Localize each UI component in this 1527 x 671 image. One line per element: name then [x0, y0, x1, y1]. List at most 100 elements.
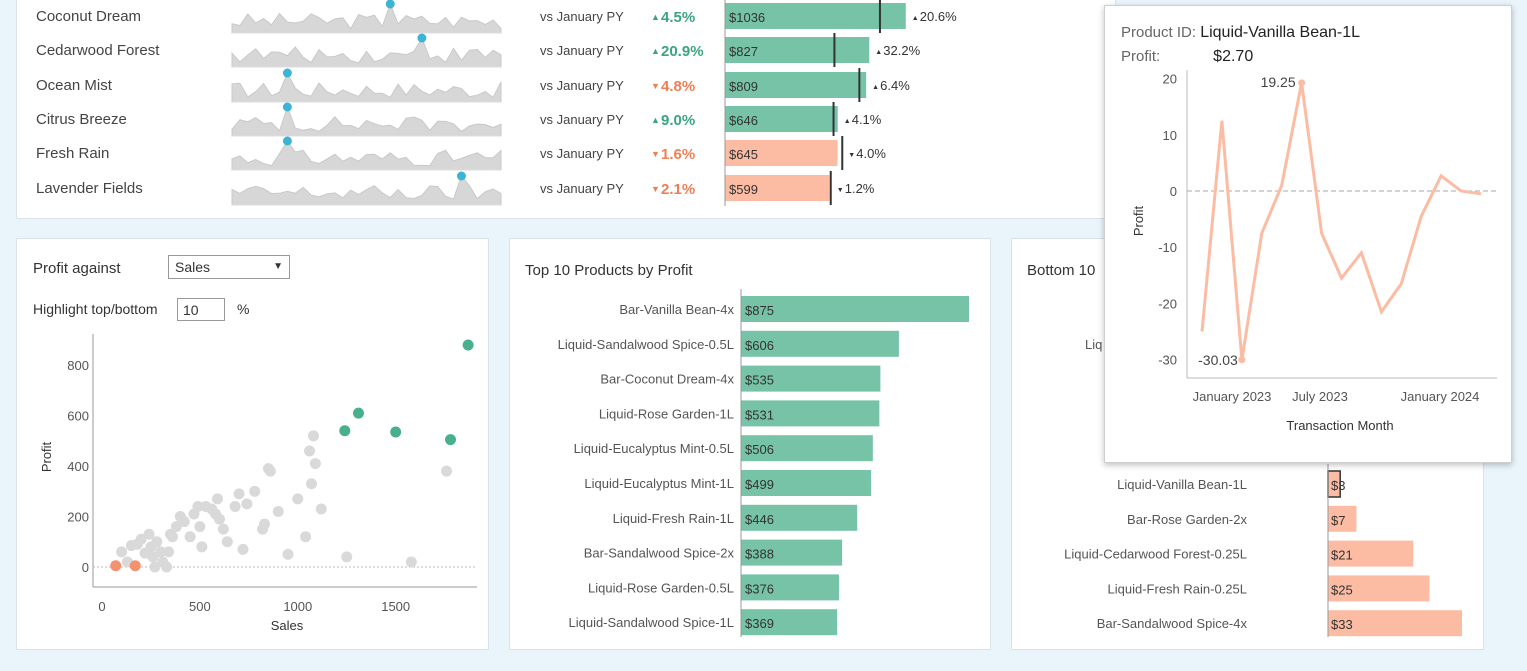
- bar: [741, 296, 969, 322]
- bar: [1328, 540, 1414, 567]
- category-label: Liquid-Cedarwood Forest-0.25L: [1064, 547, 1247, 562]
- product-name: Ocean Mist: [36, 77, 113, 94]
- bar-value-label: $33: [1331, 617, 1353, 632]
- category-label: Liquid-Sandalwood Spice-1L: [568, 615, 734, 630]
- tooltip-product-value: Liquid-Vanilla Bean-1L: [1200, 24, 1361, 41]
- y-tick-label: -30: [1158, 353, 1177, 368]
- y-tick-label: -10: [1158, 240, 1177, 255]
- bar-value-label: $21: [1331, 548, 1353, 563]
- category-label: Liquid-Rose Garden-0.5L: [588, 580, 734, 595]
- profit-scatter-panel: Profit against Sales ▼ Highlight top/bot…: [16, 238, 489, 650]
- bar: [741, 609, 838, 636]
- scatter-point: [221, 536, 233, 548]
- scatter-point: [166, 531, 178, 543]
- bar-value-label: $499: [745, 477, 774, 492]
- sparkline-marker: [282, 102, 292, 112]
- bar: [1328, 505, 1357, 532]
- sparkline-area: [231, 140, 502, 171]
- up-arrow-icon: ▲: [912, 15, 919, 22]
- scatter-point: [272, 506, 284, 517]
- measure-dropdown[interactable]: Sales ▼: [168, 255, 290, 279]
- highlight-unit: %: [237, 301, 250, 317]
- tooltip-profit-row: Profit: $2.70: [1121, 48, 1253, 66]
- category-label: Liquid-Vanilla Bean-1L: [1117, 477, 1247, 492]
- scatter-point: [155, 546, 167, 558]
- scatter-point: [307, 430, 319, 442]
- scatter-point: [341, 551, 353, 563]
- profit-scatter-chart: 0 200 400 600 800 0 500 1000 1500 Sales Profit: [39, 334, 477, 633]
- value-bar: [725, 3, 906, 29]
- y-tick-label: 0: [82, 560, 89, 575]
- bar: [1328, 610, 1462, 637]
- top10-bar-chart: Bar-Vanilla Bean-4x $875 Liquid-Sandalwood…: [558, 289, 969, 637]
- bar: [1328, 575, 1430, 602]
- bar-value-label: $606: [745, 338, 774, 353]
- scatter-point-top: [339, 425, 351, 437]
- y-tick-label: -20: [1158, 296, 1177, 311]
- change-value: 9.0%: [661, 112, 695, 129]
- top10-panel: Top 10 Products by Profit Bar-Vanilla Be…: [509, 238, 991, 650]
- tooltip-profit-value: $2.70: [1213, 48, 1254, 65]
- pct-label: 4.0%: [856, 146, 886, 161]
- scatter-point: [237, 543, 249, 555]
- y-tick-label: 400: [67, 459, 89, 474]
- down-arrow-icon: ▼: [651, 184, 660, 194]
- bar-value-label: $25: [1331, 582, 1353, 597]
- scatter-point: [143, 528, 155, 540]
- up-arrow-icon: ▲: [651, 12, 660, 22]
- bottom10-partial-label: Liq: [1085, 337, 1103, 352]
- y-tick-label: 0: [1170, 184, 1177, 199]
- product-name: Cedarwood Forest: [36, 42, 160, 59]
- min-label: -30.03: [1198, 352, 1238, 368]
- scatter-point: [184, 531, 196, 543]
- y-tick-label: 600: [67, 409, 89, 424]
- category-label: Bar-Sandalwood Spice-4x: [1097, 616, 1248, 631]
- scatter-point: [229, 500, 241, 512]
- bar: [741, 330, 899, 357]
- bar-value-label: $506: [745, 442, 774, 457]
- y-tick-label: 200: [67, 510, 89, 525]
- highlight-percent-input[interactable]: 10: [177, 298, 225, 321]
- scatter-point: [178, 516, 190, 528]
- product-name: Fresh Rain: [36, 145, 109, 162]
- scatter-point: [241, 498, 253, 510]
- tooltip-product-row: Product ID: Liquid-Vanilla Bean-1L: [1121, 24, 1360, 42]
- product-name: Citrus Breeze: [36, 111, 127, 128]
- scatter-point: [194, 521, 206, 533]
- up-arrow-icon: ▲: [651, 115, 660, 125]
- down-arrow-icon: ▼: [651, 149, 660, 159]
- bar-value-label: $369: [745, 616, 774, 631]
- scatter-point: [259, 518, 271, 530]
- category-label: Liquid-Fresh Rain-1L: [613, 511, 734, 526]
- bar-value-label: $446: [745, 512, 774, 527]
- profit-line: [1200, 82, 1482, 361]
- up-arrow-icon: ▲: [875, 49, 882, 56]
- comparison-label: vs January PY: [540, 146, 624, 161]
- change-value: 20.9%: [661, 43, 704, 60]
- sparkline-area: [231, 2, 502, 34]
- category-label: Liquid-Eucalyptus Mint-1L: [584, 476, 734, 491]
- max-point: [1298, 79, 1306, 87]
- up-arrow-icon: ▲: [844, 118, 851, 125]
- max-label: 19.25: [1261, 74, 1296, 90]
- scatter-point-bottom: [110, 560, 122, 572]
- scatter-point: [292, 493, 304, 505]
- value-bar: [725, 140, 838, 166]
- comparison-label: vs January PY: [540, 43, 624, 58]
- tooltip-product-key: Product ID:: [1121, 24, 1197, 41]
- scatter-point: [315, 503, 327, 515]
- category-label: Bar-Coconut Dream-4x: [600, 372, 734, 387]
- scatter-point: [116, 546, 128, 558]
- up-arrow-icon: ▲: [651, 46, 660, 56]
- pct-label: 20.6%: [920, 9, 957, 24]
- pct-label: 1.2%: [845, 181, 875, 196]
- scatter-point: [170, 521, 182, 533]
- sparkline-marker: [456, 171, 466, 181]
- value-label: $646: [729, 113, 758, 128]
- scatter-point: [441, 465, 453, 477]
- bar-value-label: $531: [745, 407, 774, 422]
- chevron-down-icon: ▼: [273, 261, 283, 272]
- x-tick-label: 1000: [283, 599, 312, 614]
- y-axis-title: Profit: [39, 441, 54, 472]
- scatter-point: [212, 493, 224, 505]
